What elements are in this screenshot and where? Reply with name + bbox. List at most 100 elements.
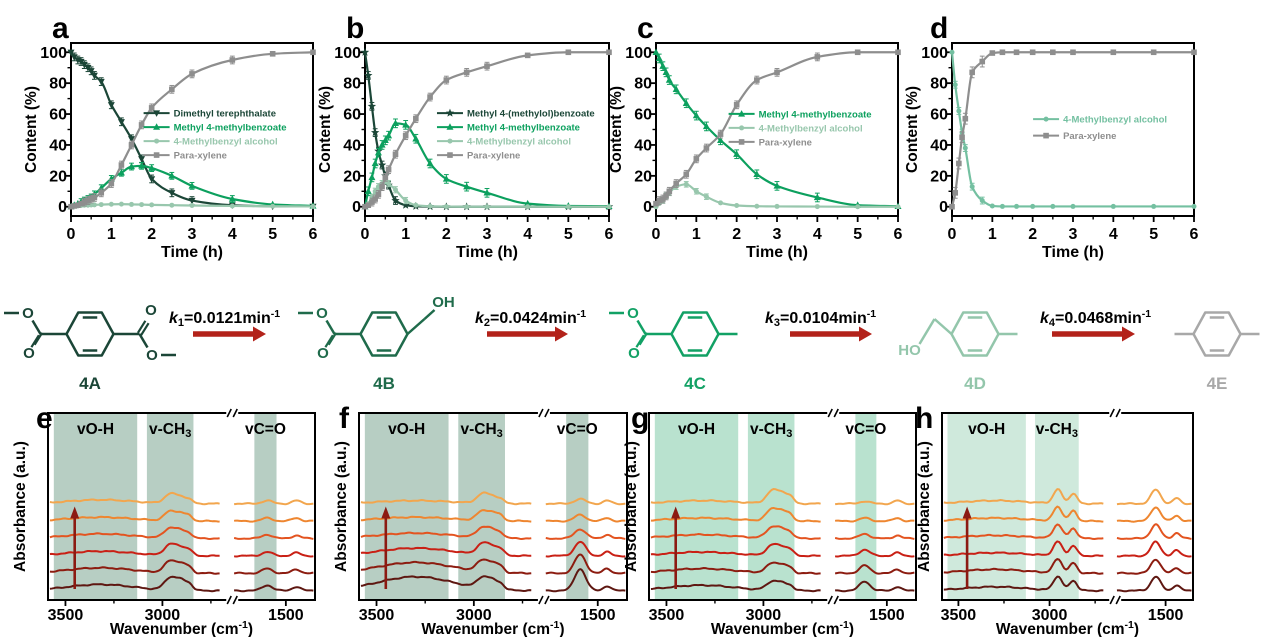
y-tick-label: 80 — [343, 76, 361, 93]
axis-ticks: 3500 3000 1500 — [359, 600, 616, 624]
x-tick-label: 6 — [605, 226, 614, 243]
y-tick-label: 0 — [58, 199, 67, 216]
x-axis-title: Wavenumber (cm-1) — [711, 619, 854, 637]
axes-frame — [358, 412, 628, 601]
x-tick-label: 4 — [228, 226, 237, 243]
spectrum-curve — [943, 540, 1104, 558]
band-label: vC=O — [845, 421, 886, 438]
band-v-CH — [458, 413, 505, 600]
series-c-2 — [653, 49, 901, 207]
x-tick-label: 3000 — [145, 607, 181, 624]
spectrum-curve — [233, 533, 314, 540]
legend-d: 4-Methylbenzyl alcohol Para-xylene — [1033, 115, 1167, 142]
legend-label: Para-xylene — [174, 151, 227, 162]
atom-label-o: O — [145, 302, 157, 319]
atom-label-o: O — [22, 305, 34, 322]
atom-label-ho: HO — [898, 342, 921, 359]
x-tick-label: 3500 — [941, 607, 977, 624]
x-tick-label: 3 — [1069, 226, 1078, 243]
band-vO-H — [364, 413, 449, 600]
spectrum-curve — [233, 567, 314, 575]
x-tick-label: 1500 — [580, 607, 616, 624]
atom-label-o: O — [316, 305, 328, 322]
band-label: vC=O — [557, 421, 598, 438]
y-axis-title: Content (%) — [608, 86, 625, 173]
x-tick-label: 0 — [361, 226, 370, 243]
atom-label-o: O — [627, 305, 639, 322]
legend-label: Methyl 4-methylbenzoate — [174, 123, 287, 134]
x-tick-label: 6 — [1190, 226, 1199, 243]
y-axis-title: Content (%) — [904, 86, 921, 173]
legend-label: Para-xylene — [759, 137, 812, 148]
atom-label-o: O — [628, 345, 640, 362]
axis-ticks: 3500 3000 1500 — [48, 600, 304, 624]
spectrum-curve — [545, 553, 626, 575]
x-tick-label: 4 — [1109, 226, 1118, 243]
panel-letter-a: a — [52, 12, 69, 45]
spectrum-curve — [233, 516, 314, 523]
molecule-label-4A: 4A — [79, 374, 101, 393]
series-line — [950, 51, 1195, 207]
band-label: vO-H — [678, 421, 715, 438]
panel-f: f vO-H v-CH3 vC=O 3500 3000 1500 Wavenumber (cm… — [333, 402, 628, 637]
panel-letter-b: b — [346, 12, 364, 45]
molecule-label-4C: 4C — [684, 374, 706, 393]
rate-constant-2: k2=0.0424min-1 — [475, 308, 586, 329]
panel-letter-f: f — [339, 402, 350, 435]
legend-a: Dimethyl terephthalate Methyl 4-methylben… — [143, 109, 287, 162]
x-tick-label: 4 — [523, 226, 532, 243]
x-tick-label: 6 — [309, 226, 318, 243]
spectrum-curve — [834, 516, 915, 523]
legend-label: Para-xylene — [467, 151, 520, 162]
panel-letter-e: e — [36, 402, 53, 435]
molecule-label-4B: 4B — [373, 374, 395, 393]
x-axis-title: Wavenumber (cm-1) — [421, 619, 564, 637]
series-c-0 — [652, 48, 902, 209]
y-tick-label: 80 — [634, 76, 652, 93]
x-tick-label: 3000 — [1032, 607, 1068, 624]
legend-label: Methyl 4-methylbenzoate — [467, 123, 580, 134]
y-tick-label: 0 — [352, 199, 361, 216]
spectrum-curve — [650, 506, 821, 523]
spectrum-curve — [943, 505, 1104, 523]
x-tick-label: 1500 — [869, 607, 905, 624]
spectrum-curve — [834, 580, 915, 593]
y-tick-label: 20 — [930, 168, 948, 185]
spectra-curves — [360, 491, 626, 593]
series-d-0 — [949, 49, 1197, 209]
x-tick-label: 2 — [442, 226, 451, 243]
x-tick-label: 3 — [483, 226, 492, 243]
atom-label-oh: OH — [432, 294, 455, 311]
molecule-4E: 4E — [1174, 311, 1260, 393]
reaction-arrow-2: k2=0.0424min-1 — [475, 308, 586, 342]
spectra-curves — [943, 488, 1192, 593]
spectrum-curve — [49, 526, 220, 541]
legend-label: Dimethyl terephthalate — [174, 109, 276, 120]
atom-label-o: O — [146, 347, 158, 364]
series-a-3 — [68, 49, 316, 210]
series-line — [655, 51, 899, 208]
spectrum-curve — [1116, 558, 1192, 575]
legend-label: 4-Methylbenzyl alcohol — [174, 137, 278, 148]
spectrum-curve — [233, 584, 314, 593]
x-axis-title: Wavenumber (cm-1) — [110, 619, 253, 637]
spectrum-curve — [943, 488, 1104, 506]
panel-letter-d: d — [930, 12, 948, 45]
series-b-2 — [362, 176, 612, 210]
spectrum-curve — [49, 491, 220, 506]
x-axis-title: Time (h) — [456, 244, 518, 261]
spectrum-curve — [360, 525, 532, 540]
x-tick-label: 0 — [67, 226, 76, 243]
spectrum-curve — [360, 575, 532, 593]
spectrum-curve — [834, 564, 915, 575]
rate-constant-4: k4=0.0468min-1 — [1040, 308, 1151, 329]
band-label: vO-H — [388, 421, 425, 438]
series-b-3 — [362, 49, 612, 210]
spectrum-curve — [49, 575, 220, 593]
y-tick-label: 20 — [634, 168, 652, 185]
molecule-4D: HO 4D — [898, 311, 1018, 393]
time-arrow — [70, 506, 80, 589]
y-axis-title: Content (%) — [317, 86, 334, 173]
x-tick-label: 5 — [268, 226, 277, 243]
